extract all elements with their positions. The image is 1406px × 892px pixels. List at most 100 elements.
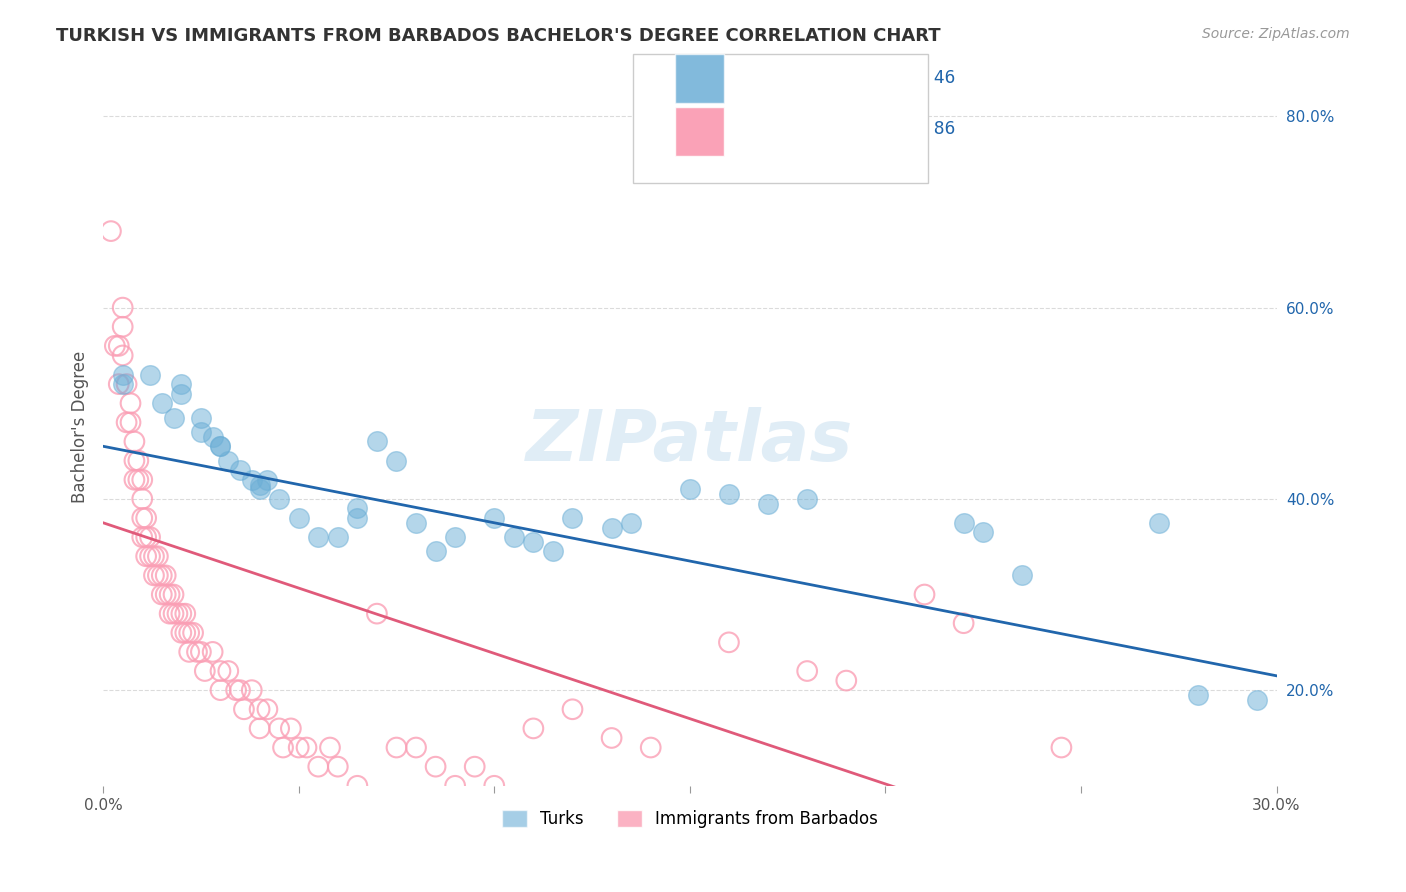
- Point: [541, 544, 564, 558]
- Point: [111, 368, 134, 382]
- Point: [295, 740, 318, 755]
- Point: [217, 453, 239, 467]
- Point: [464, 759, 486, 773]
- Point: [256, 473, 278, 487]
- Legend: Turks, Immigrants from Barbados: Turks, Immigrants from Barbados: [495, 804, 884, 835]
- Point: [425, 544, 447, 558]
- Point: [1187, 688, 1209, 702]
- Point: [346, 511, 368, 525]
- Point: [150, 396, 173, 410]
- Point: [111, 348, 134, 362]
- Point: [405, 740, 427, 755]
- Point: [170, 625, 193, 640]
- Point: [502, 530, 524, 544]
- Point: [346, 501, 368, 516]
- Point: [756, 497, 779, 511]
- Point: [179, 645, 201, 659]
- Text: TURKISH VS IMMIGRANTS FROM BARBADOS BACHELOR'S DEGREE CORRELATION CHART: TURKISH VS IMMIGRANTS FROM BARBADOS BACH…: [56, 27, 941, 45]
- Point: [139, 549, 162, 564]
- Point: [229, 463, 252, 477]
- Point: [201, 430, 224, 444]
- Point: [385, 740, 408, 755]
- Point: [269, 491, 291, 506]
- Point: [170, 386, 193, 401]
- Point: [952, 616, 974, 631]
- Point: [319, 740, 342, 755]
- Point: [600, 520, 623, 534]
- Point: [307, 759, 329, 773]
- Point: [249, 477, 271, 491]
- Point: [717, 487, 740, 501]
- Text: ZIPatlas: ZIPatlas: [526, 407, 853, 476]
- Point: [209, 683, 232, 698]
- Point: [249, 702, 271, 716]
- Point: [139, 530, 162, 544]
- Point: [232, 702, 254, 716]
- Point: [120, 396, 142, 410]
- Point: [146, 568, 169, 582]
- Point: [135, 549, 157, 564]
- Point: [1147, 516, 1170, 530]
- Point: [127, 473, 149, 487]
- Point: [115, 377, 138, 392]
- Point: [107, 339, 129, 353]
- Point: [135, 511, 157, 525]
- Point: [256, 702, 278, 716]
- Point: [640, 740, 662, 755]
- Point: [159, 607, 181, 621]
- Point: [217, 664, 239, 678]
- Point: [155, 587, 177, 601]
- Point: [280, 722, 302, 736]
- Point: [135, 530, 157, 544]
- Point: [522, 722, 544, 736]
- Point: [600, 731, 623, 745]
- Point: [366, 607, 388, 621]
- Point: [1050, 740, 1073, 755]
- Point: [131, 511, 153, 525]
- Point: [835, 673, 858, 688]
- Point: [271, 740, 294, 755]
- Point: [124, 434, 146, 449]
- Point: [162, 607, 184, 621]
- Point: [166, 607, 188, 621]
- Point: [111, 301, 134, 315]
- Point: [561, 702, 583, 716]
- Point: [240, 473, 263, 487]
- Point: [162, 587, 184, 601]
- Text: o: o: [647, 69, 661, 88]
- Point: [107, 377, 129, 392]
- Point: [190, 645, 212, 659]
- Point: [190, 425, 212, 439]
- Point: [679, 483, 702, 497]
- Point: [366, 434, 388, 449]
- Point: [209, 664, 232, 678]
- Point: [201, 645, 224, 659]
- Point: [249, 483, 271, 497]
- Point: [104, 339, 127, 353]
- Text: Source: ZipAtlas.com: Source: ZipAtlas.com: [1202, 27, 1350, 41]
- Point: [170, 607, 193, 621]
- Point: [150, 568, 173, 582]
- Text: R = -0.287    N = 46: R = -0.287 N = 46: [738, 70, 956, 87]
- Point: [131, 491, 153, 506]
- Point: [796, 491, 818, 506]
- Point: [124, 473, 146, 487]
- Point: [179, 625, 201, 640]
- Point: [620, 516, 643, 530]
- Point: [249, 722, 271, 736]
- Point: [120, 416, 142, 430]
- Point: [717, 635, 740, 649]
- Point: [190, 410, 212, 425]
- Point: [346, 779, 368, 793]
- Point: [952, 516, 974, 530]
- Point: [269, 722, 291, 736]
- Point: [240, 683, 263, 698]
- Point: [143, 568, 166, 582]
- Point: [155, 568, 177, 582]
- Text: R = -0.291    N = 86: R = -0.291 N = 86: [738, 120, 956, 138]
- Point: [484, 511, 506, 525]
- Point: [444, 530, 467, 544]
- Point: [1246, 692, 1268, 706]
- Point: [127, 453, 149, 467]
- Point: [115, 416, 138, 430]
